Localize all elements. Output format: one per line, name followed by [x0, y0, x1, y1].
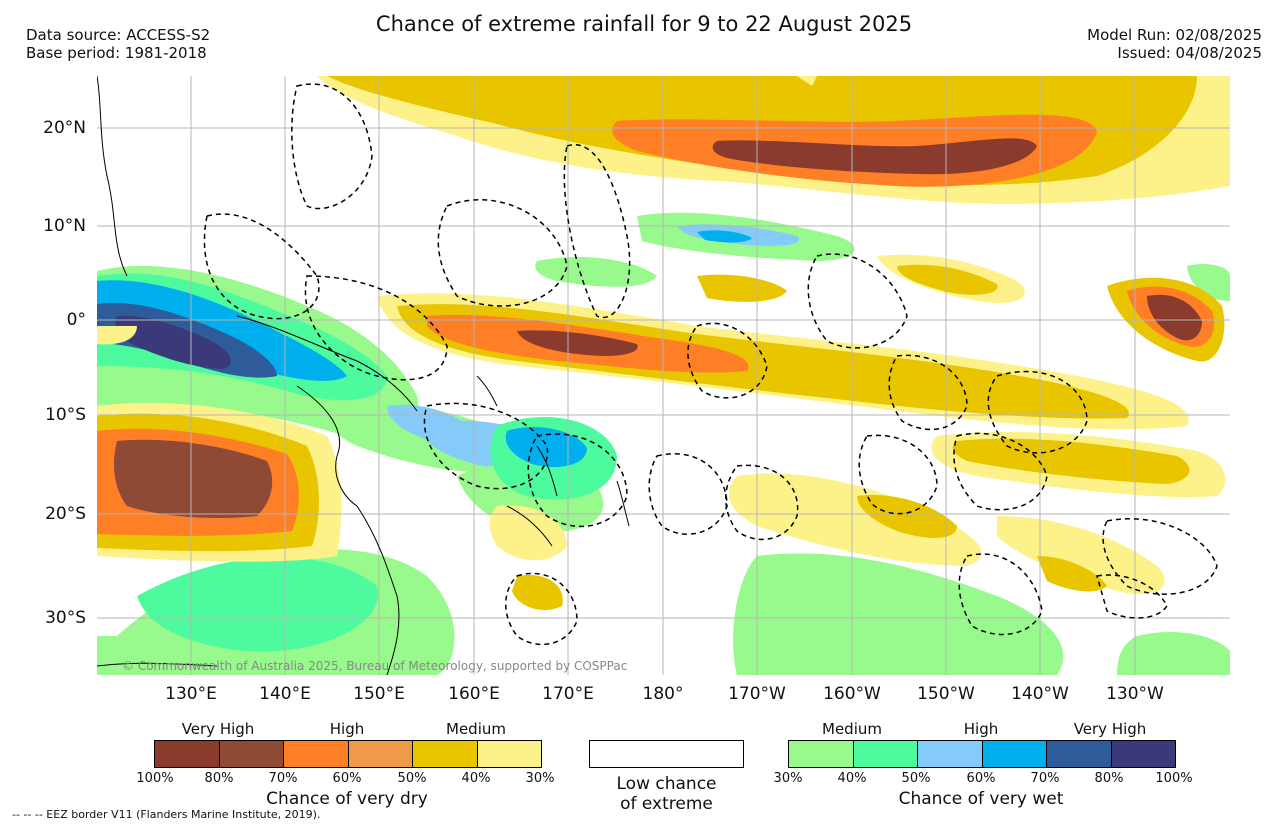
- wet-tick: 100%: [1155, 771, 1193, 786]
- lon-tick-150w: 150°W: [917, 684, 975, 704]
- dry-tick: 80%: [204, 771, 234, 786]
- dry-tick: 50%: [397, 771, 427, 786]
- wet-header-high: High: [963, 720, 999, 738]
- lon-tick-170e: 170°E: [542, 684, 594, 704]
- wet-anomaly-fields: [97, 76, 1230, 675]
- lon-tick-160w: 160°W: [823, 684, 881, 704]
- low-chance-swatch: [589, 740, 744, 768]
- base-period-text: Base period: 1981-2018: [26, 44, 207, 62]
- lat-tick-0: 0°: [66, 310, 86, 330]
- dry-swatch-5: [413, 741, 478, 767]
- wet-swatch-1: [789, 741, 854, 767]
- wet-legend-label: Chance of very wet: [898, 789, 1064, 809]
- dry-tick: 70%: [268, 771, 298, 786]
- dry-swatch-1: [155, 741, 220, 767]
- dry-anomaly-fields: [97, 76, 1230, 611]
- dry-tick: 60%: [332, 771, 362, 786]
- rainfall-map: © Commonwealth of Australia 2025, Bureau…: [97, 76, 1230, 675]
- dry-colorbar: [154, 740, 542, 768]
- dry-tick: 40%: [461, 771, 491, 786]
- lon-tick-130e: 130°E: [165, 684, 217, 704]
- low-chance-line2: of extreme: [620, 794, 713, 814]
- wet-swatch-2: [853, 741, 918, 767]
- lon-tick-130w: 130°W: [1106, 684, 1164, 704]
- dry-header-high: High: [329, 720, 365, 738]
- wet-header-medium: Medium: [822, 720, 882, 738]
- dry-swatch-2: [219, 741, 284, 767]
- dry-swatch-3: [284, 741, 349, 767]
- wet-tick: 80%: [1094, 771, 1124, 786]
- low-chance-line1: Low chance: [616, 774, 717, 794]
- lat-tick-30s: 30°S: [45, 608, 86, 628]
- coastlines: [97, 76, 630, 675]
- map-title: Chance of extreme rainfall for 9 to 22 A…: [375, 12, 913, 36]
- wet-tick: 70%: [1030, 771, 1060, 786]
- lon-tick-180: 180°: [642, 684, 684, 704]
- wet-tick: 30%: [773, 771, 803, 786]
- dry-legend-label: Chance of very dry: [266, 789, 428, 809]
- wet-swatch-6: [1111, 741, 1175, 767]
- metadata-right: Model Run: 02/08/2025 Issued: 04/08/2025: [1087, 26, 1262, 62]
- model-run-text: Model Run: 02/08/2025: [1087, 26, 1262, 44]
- lon-tick-170w: 170°W: [728, 684, 786, 704]
- dry-header-very-high: Very High: [181, 720, 255, 738]
- wet-header-very-high: Very High: [1073, 720, 1147, 738]
- lon-tick-140e: 140°E: [259, 684, 311, 704]
- dry-header-medium: Medium: [446, 720, 506, 738]
- issued-text: Issued: 04/08/2025: [1117, 44, 1262, 62]
- wet-colorbar: [788, 740, 1176, 768]
- dry-tick: 100%: [136, 771, 174, 786]
- eez-borders: [203, 83, 1218, 646]
- map-canvas: [97, 76, 1230, 675]
- eez-border-note: -- -- -- EEZ border V11 (Flanders Marine…: [12, 808, 321, 821]
- gridlines: [97, 76, 1230, 675]
- lon-tick-150e: 150°E: [353, 684, 405, 704]
- dry-tick: 30%: [525, 771, 555, 786]
- wet-swatch-4: [982, 741, 1047, 767]
- copyright-note: © Commonwealth of Australia 2025, Bureau…: [122, 659, 628, 673]
- wet-tick: 50%: [901, 771, 931, 786]
- lat-tick-20n: 20°N: [43, 118, 86, 138]
- lon-tick-160e: 160°E: [448, 684, 500, 704]
- data-source-text: Data source: ACCESS-S2: [26, 26, 211, 44]
- lat-tick-20s: 20°S: [45, 504, 86, 524]
- wet-swatch-3: [918, 741, 983, 767]
- lat-tick-10s: 10°S: [45, 405, 86, 425]
- metadata-left: Data source: ACCESS-S2 Base period: 1981…: [26, 26, 210, 62]
- lon-tick-140w: 140°W: [1011, 684, 1069, 704]
- lat-tick-10n: 10°N: [43, 216, 86, 236]
- low-chance-label: Low chance of extreme: [589, 774, 744, 814]
- dry-swatch-6: [477, 741, 541, 767]
- wet-tick: 60%: [966, 771, 996, 786]
- dry-swatch-4: [348, 741, 413, 767]
- wet-swatch-5: [1047, 741, 1112, 767]
- wet-tick: 40%: [837, 771, 867, 786]
